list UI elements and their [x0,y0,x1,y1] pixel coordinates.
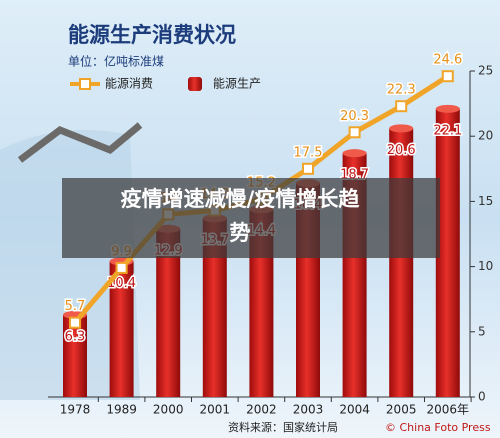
y-tick-label: 5 [478,324,486,338]
data-label: 20.3 [340,109,369,124]
data-label: 24.6 [433,53,462,68]
bar [109,261,134,397]
overlay-band [62,178,440,258]
line-marker [69,316,81,329]
x-tick-label: 2002 [246,403,277,417]
data-label: 22.3 [387,83,416,98]
data-label: 5.7 [65,299,86,314]
legend-label: 能源生产 [213,77,261,91]
line-marker [115,261,128,274]
source: 资料来源：国家统计局 [228,420,338,434]
data-label: 22.1 [433,123,462,138]
legend-swatch [79,78,91,90]
credit: © China Foto Press [385,421,491,434]
x-tick-label: 2004 [339,403,370,417]
bar-top [342,149,367,158]
x-tick-label: 2005 [386,403,417,417]
y-tick-label: 20 [478,129,493,143]
legend-label: 能源消费 [105,77,153,91]
x-tick-label: 2000 [153,403,184,417]
bar-top [435,104,460,113]
overlay-text: 疫情增速减慢/疫情增长趋 [121,187,361,211]
legend-swatch [188,77,202,91]
y-tick-label: 0 [478,390,486,404]
x-tick-label: 1989 [106,403,137,417]
data-label: 17.5 [294,145,323,160]
line-marker [441,70,454,83]
decor-tree [17,122,143,163]
x-tick-label: 2006年 [427,403,470,417]
chart-title: 能源生产消费状况 [68,23,236,47]
x-tick-label: 1978 [60,403,91,417]
y-tick-label: 10 [478,259,493,273]
data-label: 6.3 [65,329,86,344]
subtitle: 单位：亿吨标准煤 [68,54,164,69]
overlay-text: 势 [230,221,251,245]
line-marker [302,162,314,175]
y-tick-label: 15 [478,194,493,208]
bar [389,128,414,397]
bar-top [389,124,414,133]
data-label: 20.6 [387,143,416,158]
line-marker [348,126,361,139]
x-tick-label: 2001 [200,403,231,417]
y-tick-label: 25 [478,64,493,78]
x-tick-label: 2003 [293,403,324,417]
line-marker [395,100,408,113]
